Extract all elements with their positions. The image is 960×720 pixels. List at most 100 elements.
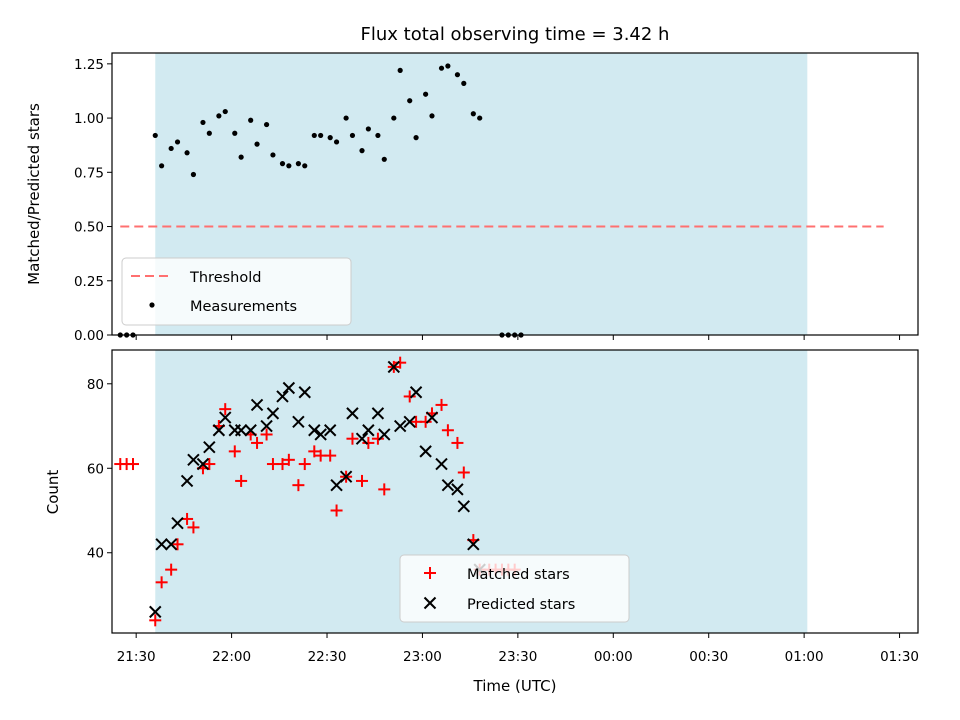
marker-stroke bbox=[298, 386, 311, 399]
predicted-star-marker bbox=[164, 538, 178, 551]
marker-stroke bbox=[234, 424, 248, 437]
predicted-star-marker bbox=[266, 407, 280, 420]
measurement-point bbox=[286, 163, 292, 169]
x-tick-label: 22:00 bbox=[212, 649, 251, 665]
predicted-star-marker bbox=[419, 445, 432, 458]
marker-stroke bbox=[244, 424, 257, 437]
predicted-star-marker bbox=[435, 457, 448, 471]
x-tick-label: 23:00 bbox=[403, 649, 442, 665]
marker-stroke bbox=[250, 398, 264, 412]
bottom-y-tick-label: 60 bbox=[87, 461, 104, 477]
bottom-y-tick-label: 80 bbox=[87, 377, 104, 393]
marker-stroke bbox=[419, 445, 432, 458]
predicted-star-marker bbox=[403, 415, 416, 429]
bottom-y-axis-label: Count bbox=[44, 470, 62, 515]
legend-box bbox=[399, 554, 630, 623]
matched-star-marker bbox=[403, 390, 416, 403]
marker-stroke bbox=[308, 424, 321, 437]
predicted-star-marker bbox=[180, 474, 194, 488]
marker-stroke bbox=[403, 415, 416, 429]
matched-star-marker bbox=[298, 458, 311, 471]
marker-stroke bbox=[425, 411, 439, 424]
measurement-point bbox=[222, 108, 228, 115]
predicted-star-marker bbox=[409, 386, 423, 399]
bottom-y-tick-label: 40 bbox=[87, 546, 104, 562]
predicted-star-marker bbox=[212, 424, 226, 437]
matched-star-marker bbox=[346, 432, 359, 445]
bottom-axes-frame bbox=[111, 349, 919, 634]
top-axes-frame bbox=[111, 52, 919, 336]
measurement-point bbox=[359, 148, 365, 154]
matched-star-marker bbox=[251, 436, 264, 449]
marker-stroke bbox=[457, 500, 470, 513]
legend-predicted-swatch bbox=[423, 596, 437, 610]
top-y-tick-label: 1.25 bbox=[74, 57, 104, 73]
predicted-star-marker bbox=[292, 415, 305, 429]
legend-box bbox=[121, 257, 352, 326]
legend-threshold-label: Threshold bbox=[189, 270, 261, 286]
predicted-star-marker bbox=[171, 516, 184, 530]
marker-stroke bbox=[409, 386, 423, 399]
matched-star-marker bbox=[171, 538, 184, 551]
measurement-point bbox=[327, 135, 333, 141]
top-y-tick-label: 1.00 bbox=[74, 111, 104, 127]
predicted-star-marker bbox=[387, 360, 401, 374]
legend-measurements-swatch bbox=[149, 302, 155, 308]
x-tick-label: 00:30 bbox=[689, 649, 728, 665]
measurement-point bbox=[302, 163, 308, 169]
bottom-legend: Matched stars Predicted stars bbox=[399, 554, 630, 623]
measurement-point bbox=[381, 156, 387, 162]
measurement-point bbox=[318, 132, 324, 139]
marker-stroke bbox=[219, 411, 232, 424]
predicted-star-marker bbox=[187, 453, 200, 467]
matched-star-marker bbox=[441, 424, 454, 437]
marker-stroke bbox=[149, 605, 162, 619]
legend-matched-label: Matched stars bbox=[467, 567, 570, 583]
predicted-star-marker bbox=[260, 419, 273, 433]
top-legend: Threshold Measurements bbox=[121, 257, 352, 326]
matched-star-marker bbox=[451, 436, 464, 449]
matched-star-marker bbox=[228, 445, 241, 458]
measurement-point bbox=[168, 145, 174, 152]
predicted-star-marker bbox=[323, 424, 337, 437]
matched-star-marker bbox=[435, 398, 448, 411]
matched-star-marker bbox=[457, 466, 470, 479]
matched-star-marker bbox=[282, 453, 295, 466]
predicted-star-marker bbox=[196, 457, 210, 471]
measurement-point bbox=[184, 150, 190, 156]
marker-stroke bbox=[362, 424, 375, 437]
measurement-point bbox=[248, 117, 254, 123]
measurement-point bbox=[152, 132, 158, 139]
matched-star-marker bbox=[165, 563, 178, 576]
matched-star-marker bbox=[260, 428, 273, 441]
marker-stroke bbox=[393, 419, 407, 433]
marker-stroke bbox=[164, 538, 178, 551]
predicted-star-marker bbox=[219, 411, 232, 424]
marker-stroke bbox=[180, 474, 194, 488]
x-axis-label: Time (UTC) bbox=[473, 677, 557, 695]
predicted-star-marker bbox=[467, 538, 480, 551]
predicted-star-marker bbox=[276, 390, 289, 403]
measurement-point bbox=[216, 113, 222, 119]
predicted-star-marker bbox=[457, 500, 470, 513]
predicted-star-marker bbox=[346, 407, 359, 420]
marker-stroke bbox=[171, 516, 184, 530]
predicted-star-marker bbox=[234, 424, 248, 437]
matched-star-marker bbox=[308, 445, 321, 458]
measurement-point bbox=[438, 65, 445, 71]
top-y-tick-label: 0.25 bbox=[74, 274, 104, 290]
matched-star-marker bbox=[219, 403, 232, 416]
marker-stroke bbox=[155, 538, 168, 551]
marker-stroke bbox=[423, 596, 437, 610]
top-panel: 0.00 0.25 0.50 0.75 1.00 1.25 Threshold Measure… bbox=[74, 52, 919, 344]
predicted-star-marker bbox=[371, 407, 385, 420]
x-tick-label: 00:00 bbox=[594, 649, 633, 665]
marker-stroke bbox=[441, 478, 455, 492]
matched-star-marker bbox=[126, 458, 139, 471]
matched-star-marker bbox=[235, 474, 248, 487]
marker-stroke bbox=[203, 440, 216, 454]
top-y-tick-label: 0.75 bbox=[74, 165, 104, 181]
measurement-point bbox=[254, 141, 260, 147]
marker-stroke bbox=[435, 457, 448, 471]
matched-star-marker bbox=[292, 479, 305, 492]
